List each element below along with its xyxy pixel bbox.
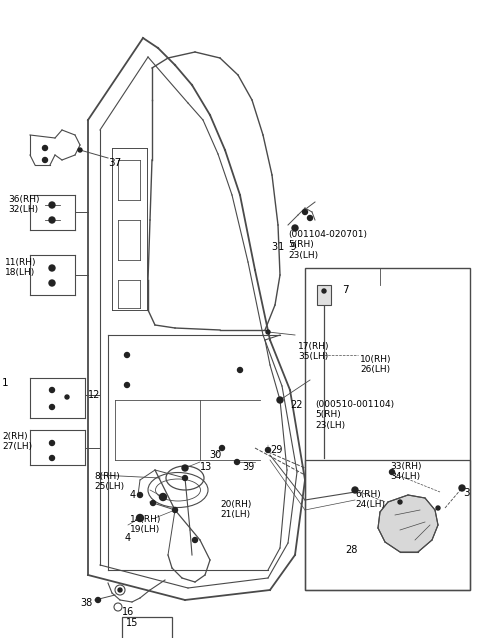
Circle shape [124, 383, 130, 387]
Circle shape [78, 148, 82, 152]
Circle shape [124, 353, 130, 357]
Text: 4: 4 [125, 533, 131, 543]
Text: 12: 12 [88, 390, 100, 400]
Circle shape [302, 209, 308, 214]
Circle shape [308, 216, 312, 221]
Circle shape [43, 145, 48, 151]
Circle shape [219, 445, 225, 450]
Circle shape [49, 202, 55, 208]
Text: 10(RH)
26(LH): 10(RH) 26(LH) [360, 355, 392, 375]
Bar [122, 617, 172, 638]
Circle shape [172, 507, 178, 512]
Text: 28: 28 [345, 545, 358, 555]
Circle shape [65, 395, 69, 399]
Text: 4: 4 [130, 490, 136, 500]
Text: 14(RH)
19(LH): 14(RH) 19(LH) [130, 515, 161, 535]
Circle shape [49, 265, 55, 271]
Text: 37: 37 [108, 158, 121, 168]
Text: 8(RH)
25(LH): 8(RH) 25(LH) [94, 472, 124, 491]
Circle shape [49, 280, 55, 286]
Circle shape [265, 447, 271, 452]
Circle shape [389, 470, 395, 475]
Circle shape [159, 494, 167, 500]
Text: 7: 7 [342, 285, 348, 295]
Text: 16: 16 [122, 607, 134, 617]
Circle shape [118, 588, 122, 592]
Text: 17(RH)
35(LH): 17(RH) 35(LH) [298, 342, 329, 361]
Circle shape [352, 487, 358, 493]
Text: 30: 30 [210, 450, 222, 460]
Circle shape [137, 493, 143, 498]
Polygon shape [378, 495, 438, 552]
Circle shape [235, 459, 240, 464]
Circle shape [43, 158, 48, 163]
Circle shape [151, 500, 156, 505]
Text: 33(RH)
34(LH): 33(RH) 34(LH) [390, 462, 421, 482]
Text: 22: 22 [290, 400, 302, 410]
Text: 11(RH)
18(LH): 11(RH) 18(LH) [5, 258, 36, 278]
Text: (001104-020701)
5(RH)
23(LH): (001104-020701) 5(RH) 23(LH) [288, 230, 368, 260]
Text: 39: 39 [242, 462, 254, 472]
Circle shape [238, 367, 242, 373]
Text: 29: 29 [270, 445, 282, 455]
Circle shape [49, 456, 55, 461]
Bar [305, 268, 470, 590]
Circle shape [266, 330, 270, 334]
Text: 3: 3 [463, 488, 469, 498]
Circle shape [398, 500, 402, 504]
Circle shape [182, 475, 188, 480]
Bar [317, 285, 331, 305]
Circle shape [49, 387, 55, 392]
Text: 2(RH)
27(LH): 2(RH) 27(LH) [2, 432, 32, 452]
Bar [305, 460, 470, 590]
Circle shape [49, 440, 55, 445]
Text: 20(RH)
21(LH): 20(RH) 21(LH) [220, 500, 252, 519]
Circle shape [277, 397, 283, 403]
Text: 31  9: 31 9 [272, 242, 297, 252]
Circle shape [292, 225, 298, 231]
Text: 36(RH)
32(LH): 36(RH) 32(LH) [8, 195, 39, 214]
Text: 1: 1 [2, 378, 9, 388]
Text: (000510-001104)
5(RH)
23(LH): (000510-001104) 5(RH) 23(LH) [315, 400, 394, 430]
Circle shape [459, 485, 465, 491]
Text: 13: 13 [200, 462, 212, 472]
Circle shape [322, 289, 326, 293]
Circle shape [192, 537, 197, 542]
Circle shape [182, 465, 188, 471]
Circle shape [96, 598, 100, 602]
Circle shape [136, 514, 144, 521]
Text: 38: 38 [80, 598, 92, 608]
Text: 6(RH)
24(LH): 6(RH) 24(LH) [355, 490, 385, 509]
Text: 15: 15 [126, 618, 138, 628]
Circle shape [436, 506, 440, 510]
Circle shape [49, 404, 55, 410]
Circle shape [49, 217, 55, 223]
